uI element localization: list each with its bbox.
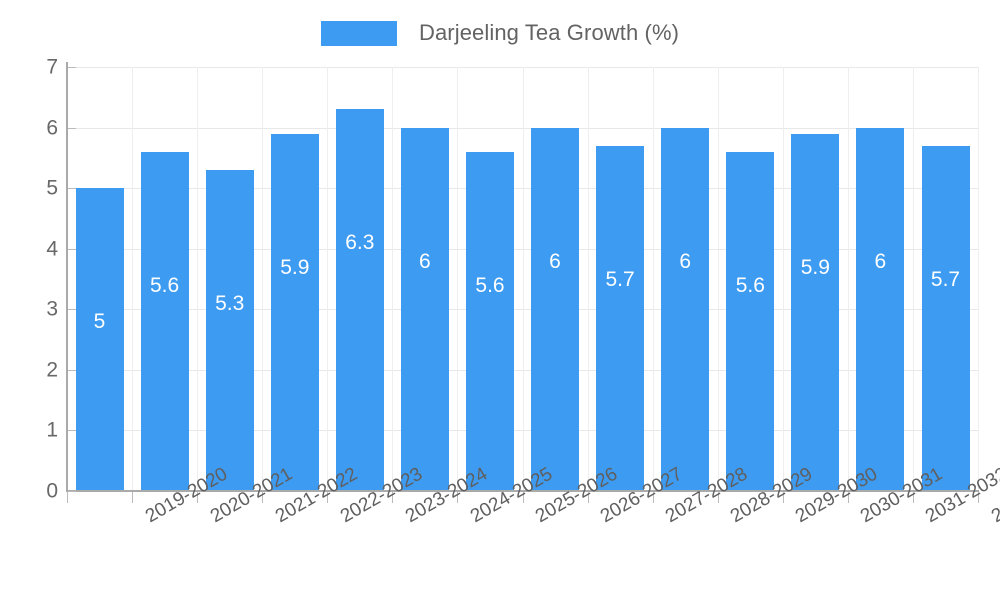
bar[interactable] — [661, 127, 710, 491]
x-tick-label-2022-2023: 2022-2023 — [336, 463, 426, 528]
x-tick-label-2032-2033: 2032-2033 — [987, 463, 1000, 528]
gridline-x-12 — [847, 67, 849, 491]
x-tick-label-2031-2032: 2031-2032 — [922, 463, 1000, 528]
plot-area: 5 5.6 5.3 5.9 6.3 6 5.6 6 5.7 6 5.6 5.9 6 5.7 — [67, 67, 979, 492]
bar-value-label: 5.9 — [280, 255, 310, 279]
y-tick-label-1: 1 — [46, 418, 58, 442]
gridline-x-2 — [197, 67, 199, 491]
legend-label: Darjeeling Tea Growth (%) — [418, 20, 680, 45]
bar[interactable] — [270, 133, 319, 491]
bar[interactable] — [726, 151, 775, 491]
x-tick-mark — [847, 492, 849, 503]
bar[interactable] — [531, 127, 579, 491]
bar-value-label: 6 — [549, 249, 561, 273]
x-tick-label-2024-2025: 2024-2025 — [466, 463, 557, 528]
bar[interactable] — [596, 145, 645, 491]
bar-value-label: 5.6 — [735, 273, 765, 297]
x-tick-label-2020-2021: 2020-2021 — [206, 463, 296, 528]
gridline-x-11 — [782, 67, 784, 491]
x-tick-label-2023-2024: 2023-2024 — [401, 463, 491, 528]
y-tick-label-2: 2 — [46, 358, 58, 382]
chart-legend: Darjeeling Tea Growth (%) — [0, 14, 1000, 52]
bar-value-label: 6 — [419, 249, 431, 273]
y-tick-label-6: 6 — [46, 116, 58, 140]
x-tick-mark — [457, 492, 459, 503]
bar-value-label: 5 — [93, 310, 106, 334]
bar-value-label: 6 — [874, 249, 887, 273]
gridline-x-13 — [912, 67, 914, 491]
gridline-x-6 — [457, 67, 459, 491]
bar-value-label: 5.6 — [475, 273, 505, 297]
y-tick-label-4: 4 — [46, 237, 58, 261]
x-tick-label-2021-2022: 2021-2022 — [271, 463, 361, 528]
y-tick-label-0: 0 — [46, 479, 58, 503]
x-tick-mark — [717, 492, 719, 503]
x-tick-mark — [197, 492, 199, 503]
bar-value-label: 6.3 — [345, 231, 375, 255]
x-tick-mark — [392, 492, 394, 503]
bar-value-label: 5.6 — [149, 273, 180, 297]
gridline-x-14 — [978, 67, 979, 491]
y-tick-mark — [68, 188, 76, 190]
bar[interactable] — [466, 151, 514, 491]
x-tick-mark — [978, 492, 979, 503]
bar[interactable] — [75, 188, 124, 491]
bar[interactable] — [921, 145, 970, 491]
x-tick-mark — [587, 492, 589, 503]
x-tick-label-2030-2031: 2030-2031 — [857, 463, 947, 528]
y-tick-mark — [68, 430, 76, 432]
bar[interactable] — [140, 151, 189, 491]
x-tick-label-2029-2030: 2029-2030 — [792, 463, 882, 528]
bar-value-label: 5.3 — [215, 292, 245, 315]
bar-value-label: 6 — [679, 249, 692, 273]
x-tick-mark — [522, 492, 524, 503]
bar[interactable] — [205, 170, 254, 491]
gridline-x-9 — [652, 67, 654, 491]
y-tick-label-3: 3 — [46, 297, 58, 321]
gridline-x-1 — [132, 67, 134, 491]
x-tick-mark — [132, 492, 134, 503]
gridline-x-10 — [717, 67, 719, 491]
x-tick-mark — [912, 492, 914, 503]
bar-value-label: 5.7 — [930, 267, 961, 291]
x-tick-label-2028-2029: 2028-2029 — [727, 463, 817, 528]
legend-color-swatch — [320, 20, 397, 46]
x-tick-mark — [782, 492, 784, 503]
x-tick-label-2027-2028: 2027-2028 — [662, 463, 752, 528]
y-axis-line — [66, 62, 68, 492]
x-tick-label-2025-2026: 2025-2026 — [532, 463, 622, 528]
y-tick-mark — [68, 67, 76, 68]
gridline-x-5 — [392, 67, 394, 491]
y-tick-mark — [68, 248, 76, 250]
x-tick-mark — [67, 492, 68, 503]
bar[interactable] — [335, 109, 384, 491]
x-tick-mark — [327, 492, 329, 503]
y-tick-label-7: 7 — [46, 55, 58, 79]
bar[interactable] — [400, 127, 449, 491]
x-tick-mark — [652, 492, 654, 503]
gridline-x-8 — [587, 67, 589, 491]
x-axis-line — [67, 490, 979, 492]
bar[interactable] — [791, 133, 840, 491]
x-tick-label-2019-2020: 2019-2020 — [141, 463, 231, 528]
y-axis-ticks: 0 1 2 3 4 5 6 7 — [10, 0, 76, 600]
y-tick-mark — [68, 491, 76, 492]
bar-value-label: 5.7 — [605, 267, 635, 291]
gridline-x-3 — [262, 67, 264, 491]
y-tick-mark — [68, 127, 76, 129]
x-tick-mark — [262, 492, 264, 503]
gridline-x-4 — [327, 67, 329, 491]
y-tick-mark — [68, 309, 76, 311]
gridline-x-7 — [522, 67, 524, 491]
bar[interactable] — [856, 127, 905, 491]
bar-value-label: 5.9 — [800, 255, 830, 279]
y-tick-label-5: 5 — [46, 176, 58, 200]
x-tick-label-2026-2027: 2026-2027 — [597, 463, 687, 528]
y-tick-mark — [68, 369, 76, 371]
